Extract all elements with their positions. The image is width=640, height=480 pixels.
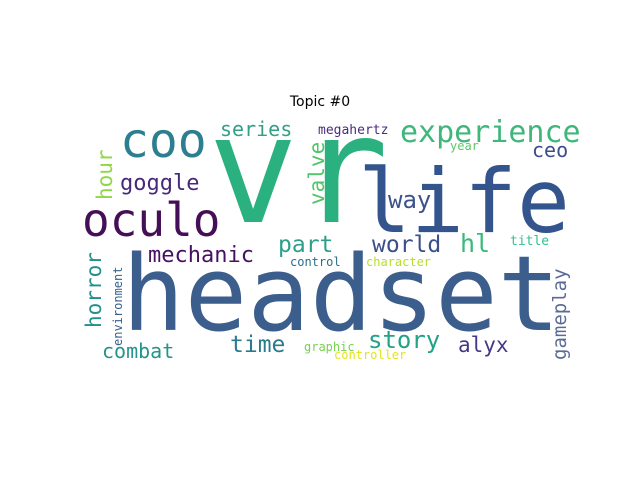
- word-combat: combat: [102, 339, 174, 363]
- word-horror: horror: [82, 252, 106, 328]
- word-coo: coo: [120, 113, 207, 169]
- word-headset: headset: [122, 233, 560, 355]
- word-alyx: alyx: [458, 333, 509, 357]
- word-mechanic: mechanic: [148, 243, 254, 268]
- word-megahertz: megahertz: [318, 123, 388, 138]
- topic-title: Topic #0: [289, 94, 351, 110]
- word-environment: environment: [111, 267, 125, 346]
- word-title: title: [510, 234, 549, 249]
- word-hl: hl: [460, 229, 490, 258]
- word-ceo: ceo: [532, 138, 568, 162]
- word-story: story: [368, 326, 440, 354]
- word-way: way: [388, 186, 431, 214]
- word-part: part: [278, 232, 333, 258]
- word-oculo: oculo: [82, 193, 220, 247]
- word-life: life: [358, 150, 570, 253]
- word-control: control: [290, 255, 341, 269]
- word-experience: experience: [400, 115, 581, 150]
- word-goggle: goggle: [120, 171, 199, 196]
- word-controller: controller: [334, 348, 406, 362]
- word-vr: vr: [208, 84, 389, 258]
- word-hour: hour: [93, 149, 117, 200]
- word-graphic: graphic: [304, 340, 355, 354]
- word-series: series: [220, 117, 292, 141]
- word-gameplay: gameplay: [549, 268, 571, 360]
- word-valve: valve: [305, 142, 329, 205]
- word-time: time: [230, 332, 285, 358]
- word-year: year: [450, 139, 479, 153]
- word-character: character: [366, 255, 431, 269]
- word-world: world: [372, 232, 441, 258]
